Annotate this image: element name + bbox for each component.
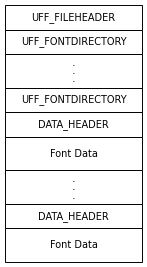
Text: DATA_HEADER: DATA_HEADER — [38, 211, 109, 222]
Bar — [5, 30, 142, 54]
Text: .: . — [72, 182, 75, 192]
Bar — [5, 88, 142, 112]
Text: .: . — [72, 74, 75, 84]
Text: .: . — [72, 191, 75, 201]
Text: .: . — [72, 174, 75, 184]
Text: Font Data: Font Data — [50, 240, 97, 250]
Text: Font Data: Font Data — [50, 149, 97, 159]
Text: UFF_FILEHEADER: UFF_FILEHEADER — [31, 12, 116, 23]
Bar — [5, 229, 142, 262]
Bar — [5, 5, 142, 30]
Text: .: . — [72, 66, 75, 76]
Bar — [5, 204, 142, 229]
Text: UFF_FONTDIRECTORY: UFF_FONTDIRECTORY — [21, 95, 126, 105]
Bar — [5, 170, 142, 204]
Bar — [5, 54, 142, 88]
Text: DATA_HEADER: DATA_HEADER — [38, 119, 109, 130]
Bar — [5, 137, 142, 170]
Bar — [5, 112, 142, 137]
Text: .: . — [72, 58, 75, 68]
Text: UFF_FONTDIRECTORY: UFF_FONTDIRECTORY — [21, 36, 126, 47]
